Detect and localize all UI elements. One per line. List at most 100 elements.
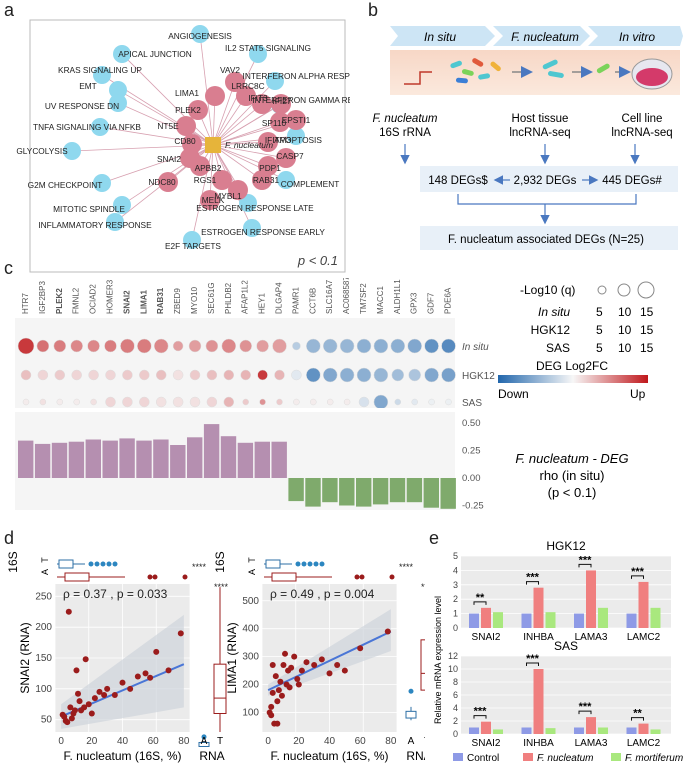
deg-dot (36, 339, 50, 353)
deg-dot (87, 339, 100, 353)
rho-bar (170, 445, 186, 478)
pathway-label: INTERFERON GAMMA RESPONSE (252, 95, 350, 105)
gene-label: CASP7 (276, 151, 304, 161)
rho-bar (271, 441, 287, 478)
bar (598, 727, 608, 734)
y-tick: 8 (453, 677, 458, 687)
category-label: INHBA (523, 738, 554, 749)
scatter-point (127, 685, 134, 692)
deg-dot (240, 369, 251, 381)
gene-label: IFI27 (273, 96, 292, 106)
bar (626, 727, 637, 734)
scatter-point (67, 704, 74, 711)
source-3-line2: lncRNA-seq (611, 127, 672, 139)
pathway-label: E2F TARGETS (165, 241, 221, 251)
pathway-label: INFLAMMATORY RESPONSE (38, 220, 152, 230)
gene-column-label: HEY1 (258, 293, 267, 314)
degs-host: 2,932 DEGs (514, 175, 577, 187)
deg-dot (20, 369, 32, 381)
scatter-point (111, 692, 118, 698)
pathway-node (277, 171, 295, 189)
gene-node (252, 94, 272, 114)
y-tick: 2 (453, 716, 458, 726)
pathway-label: ESTROGEN RESPONSE EARLY (201, 227, 325, 237)
gene-node (228, 180, 248, 200)
pathway-label: GLYCOLYSIS (16, 146, 68, 156)
pathway-node (106, 213, 124, 231)
deg-dot (17, 337, 35, 355)
gene-column-label: LIMA1 (139, 289, 148, 314)
scatter-point (85, 701, 92, 708)
y-tick: 250 (35, 591, 52, 602)
sig-marker: ** (633, 708, 642, 720)
gene-label: LRRC8C (231, 81, 264, 91)
y-tick: 500 (242, 596, 259, 607)
rho-bar (237, 442, 254, 478)
scatter-point (91, 695, 98, 702)
deg-dot (407, 338, 422, 354)
panel-label-a: a (4, 0, 15, 20)
fit-line (267, 630, 392, 692)
scatter-point (64, 719, 71, 726)
gene-node (190, 156, 210, 176)
deg-dot (306, 338, 321, 354)
deg-dotplot: HTR7 IGF2BP3 PLEK2 FMNL2 OCIAD2 HOMER3 SNAI2 LI… (15, 278, 655, 512)
y-axis-label: SNAI2 (RNA) (18, 622, 32, 693)
deg-dot (189, 369, 201, 381)
deg-dot (137, 338, 152, 354)
rho-bar (34, 443, 51, 478)
pathway-label: TNFA SIGNALING VIA NFKB (33, 122, 141, 132)
sig-marker: *** (631, 566, 645, 578)
deg-dot (339, 338, 355, 354)
gene-column-label: PLEK2 (55, 288, 64, 314)
arrow-in-situ: In situ (424, 30, 456, 44)
scatter-point (101, 692, 108, 698)
gene-column-label: AFAP1L2 (241, 280, 250, 314)
x-tick: 40 (324, 736, 336, 747)
gene-column-label: DLGAP4 (275, 282, 284, 314)
pathway-node (93, 174, 111, 192)
deg-dot (73, 398, 80, 406)
gene-node (236, 86, 256, 106)
deg-dot (390, 338, 406, 354)
bar (638, 581, 649, 628)
sig-top: **** (192, 562, 207, 572)
bar (545, 728, 556, 734)
deg-dot (339, 367, 355, 383)
y-tick: 0 (453, 729, 458, 739)
arrow-fn: F. nucleatum (511, 30, 579, 44)
x-axis-label: F. nucleatum (16S, %) (63, 749, 181, 763)
q-row-value: 5 (596, 341, 603, 355)
pathway-label: IL2 STAT5 SIGNALING (225, 43, 311, 53)
y-tick: 10 (448, 664, 458, 674)
q-size-circle (637, 281, 655, 299)
deg-dot (356, 338, 372, 354)
gene-node (176, 116, 196, 136)
gene-node (158, 172, 178, 192)
gene-node (252, 170, 272, 190)
rho-title-3: (p < 0.1) (548, 485, 597, 500)
rho-bar (288, 478, 304, 502)
rho-bar (85, 439, 101, 478)
pathway-label: INTERFERON ALPHA RESPONSE (243, 71, 350, 81)
deg-dot (274, 369, 285, 381)
rho-title-1: F. nucleatum - DEG (515, 451, 628, 466)
gene-label: PLEK2 (175, 105, 201, 115)
deg-dot (408, 368, 421, 382)
scatter-point (96, 688, 103, 695)
deg-dot (441, 367, 456, 383)
deg-dot (259, 398, 266, 406)
gene-column-label: ALDH1L1 (393, 279, 402, 314)
x-tick: 60 (355, 736, 367, 747)
gene-node (258, 132, 278, 152)
deg-dot (223, 369, 235, 381)
row-label: HGK12 (462, 371, 495, 382)
side-group-label: T (424, 736, 425, 747)
scatter-point (142, 670, 149, 677)
bar (545, 612, 556, 628)
deg-dot (172, 396, 184, 408)
stat-label: ρ = 0.49 , p = 0.004 (270, 587, 375, 601)
scatter-point (119, 679, 126, 686)
gene-column-label: HTR7 (21, 293, 30, 314)
gene-column-label: PDE6A (444, 287, 453, 314)
